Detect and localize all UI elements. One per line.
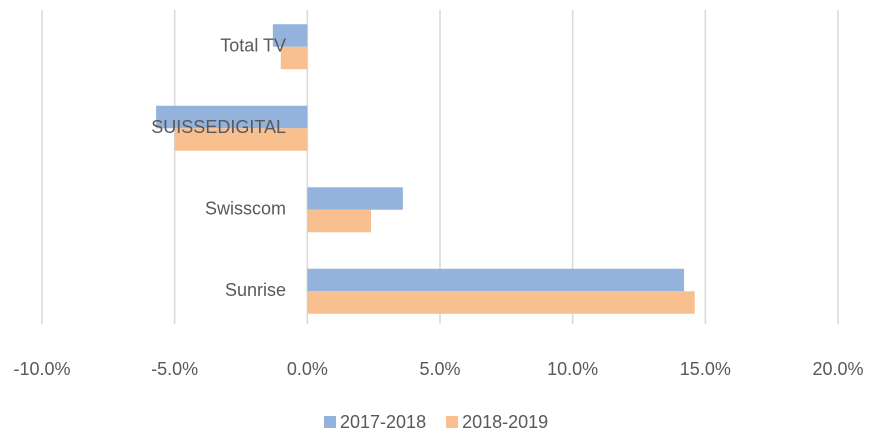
legend-label: 2017-2018 [340, 412, 426, 432]
bar [156, 105, 308, 129]
legend-label: 2018-2019 [462, 412, 548, 432]
x-tick-label: 0.0% [287, 359, 328, 379]
y-tick-label: Total TV [220, 36, 286, 56]
x-tick-label: -10.0% [13, 359, 70, 379]
legend-swatch [446, 416, 459, 428]
bar [174, 128, 308, 151]
bar [280, 46, 308, 70]
bar [307, 268, 685, 292]
y-tick-label: Swisscom [205, 199, 286, 219]
bar [307, 187, 403, 210]
y-tick-label: Sunrise [225, 280, 286, 300]
x-tick-label: 20.0% [812, 359, 863, 379]
x-tick-label: 5.0% [419, 359, 460, 379]
x-tick-label: -5.0% [151, 359, 198, 379]
x-tick-label: 10.0% [547, 359, 598, 379]
bar [307, 209, 372, 233]
legend-swatch [324, 416, 336, 428]
bar [307, 291, 695, 314]
x-tick-label: 15.0% [680, 359, 731, 379]
y-tick-label: SUISSEDIGITAL [151, 117, 286, 137]
bar [272, 24, 308, 47]
